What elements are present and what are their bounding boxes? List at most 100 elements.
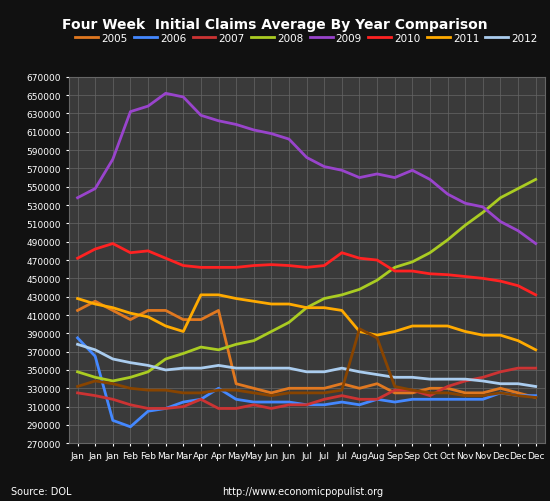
2010 bbox=[515, 283, 521, 289]
2006 bbox=[162, 406, 169, 412]
2009 bbox=[268, 131, 274, 137]
2005 bbox=[339, 381, 345, 387]
2007 bbox=[356, 396, 363, 402]
2010 bbox=[409, 269, 416, 275]
2008 bbox=[145, 369, 151, 375]
2010 bbox=[92, 246, 98, 253]
2012 bbox=[109, 356, 116, 362]
2010 bbox=[197, 265, 204, 271]
2006 bbox=[285, 399, 292, 405]
2006 bbox=[480, 396, 486, 402]
2009 bbox=[427, 177, 433, 183]
2009 bbox=[480, 204, 486, 210]
2007 bbox=[233, 406, 239, 412]
2005 bbox=[145, 308, 151, 314]
2006 bbox=[215, 386, 222, 392]
2012 bbox=[268, 365, 274, 371]
2005 bbox=[515, 390, 521, 396]
2012 bbox=[374, 372, 381, 378]
2005 bbox=[304, 386, 310, 392]
2007 bbox=[374, 396, 381, 402]
2007 bbox=[268, 406, 274, 412]
2005 bbox=[480, 390, 486, 396]
2007 bbox=[215, 406, 222, 412]
2009 bbox=[197, 113, 204, 119]
2012 bbox=[92, 347, 98, 353]
Line: 2010: 2010 bbox=[78, 244, 536, 295]
2011 bbox=[497, 333, 504, 339]
2005 bbox=[233, 381, 239, 387]
2012 bbox=[215, 363, 222, 369]
2008 bbox=[392, 265, 398, 271]
2006 bbox=[180, 399, 186, 405]
2007 bbox=[109, 396, 116, 402]
2009 bbox=[515, 228, 521, 234]
2010 bbox=[180, 263, 186, 269]
2008 bbox=[92, 375, 98, 381]
Text: http://www.economicpopulist.org: http://www.economicpopulist.org bbox=[222, 486, 383, 496]
2007 bbox=[339, 393, 345, 399]
2011 bbox=[197, 292, 204, 298]
2007 bbox=[285, 402, 292, 408]
2007 bbox=[444, 384, 451, 390]
2006 bbox=[532, 393, 539, 399]
Line: 2011: 2011 bbox=[78, 295, 536, 350]
2006 bbox=[92, 354, 98, 360]
2008 bbox=[532, 177, 539, 183]
2012 bbox=[197, 365, 204, 371]
2008 bbox=[162, 356, 169, 362]
2010 bbox=[145, 248, 151, 255]
2009 bbox=[250, 128, 257, 134]
2008 bbox=[339, 292, 345, 298]
2010 bbox=[497, 279, 504, 285]
2009 bbox=[215, 119, 222, 125]
2010 bbox=[162, 256, 169, 262]
2006 bbox=[197, 396, 204, 402]
2005 bbox=[374, 381, 381, 387]
2008 bbox=[233, 342, 239, 348]
2012 bbox=[321, 369, 328, 375]
2005 bbox=[285, 386, 292, 392]
2009 bbox=[92, 186, 98, 192]
2008 bbox=[215, 347, 222, 353]
2012 bbox=[233, 365, 239, 371]
2007 bbox=[392, 387, 398, 393]
2010 bbox=[462, 274, 469, 280]
2007 bbox=[497, 369, 504, 375]
2012 bbox=[162, 367, 169, 373]
2011 bbox=[285, 302, 292, 308]
2012 bbox=[127, 360, 134, 366]
2009 bbox=[285, 137, 292, 143]
2005 bbox=[197, 317, 204, 323]
2012 bbox=[285, 365, 292, 371]
2006 bbox=[233, 396, 239, 402]
2011 bbox=[356, 329, 363, 335]
2005 bbox=[268, 390, 274, 396]
2010 bbox=[74, 256, 81, 262]
2007 bbox=[409, 387, 416, 393]
2007 bbox=[321, 396, 328, 402]
2011 bbox=[427, 323, 433, 329]
2010 bbox=[480, 276, 486, 282]
2011 bbox=[462, 329, 469, 335]
2009 bbox=[374, 171, 381, 177]
2012 bbox=[427, 376, 433, 382]
2009 bbox=[392, 175, 398, 181]
2010 bbox=[127, 250, 134, 256]
2009 bbox=[109, 157, 116, 163]
2012 bbox=[409, 375, 416, 381]
2010 bbox=[356, 256, 363, 262]
2012 bbox=[250, 365, 257, 371]
2006 bbox=[427, 396, 433, 402]
2006 bbox=[409, 396, 416, 402]
2008 bbox=[356, 287, 363, 293]
2012 bbox=[356, 369, 363, 375]
2010 bbox=[321, 263, 328, 269]
2011 bbox=[268, 302, 274, 308]
2006 bbox=[145, 408, 151, 414]
Text: Source: DOL: Source: DOL bbox=[11, 486, 72, 496]
2011 bbox=[109, 305, 116, 311]
2006 bbox=[515, 393, 521, 399]
2008 bbox=[321, 296, 328, 302]
2007 bbox=[145, 406, 151, 412]
